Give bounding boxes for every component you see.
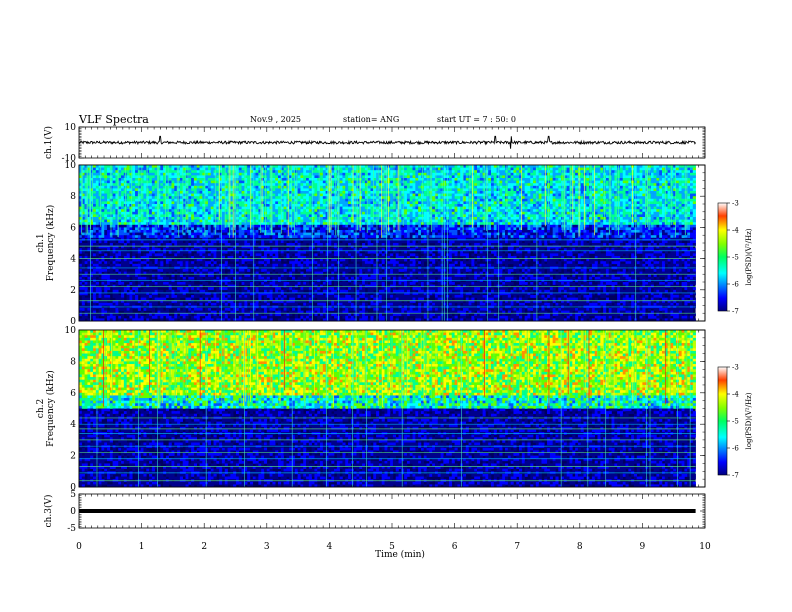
ch1-spectrogram-ytick-label: 4: [70, 255, 76, 265]
xtick-label: 8: [577, 542, 583, 552]
colorbar-ch1: [717, 202, 728, 312]
time-axis: 0 1 2 3 4 5 6 7 8 9 10: [76, 542, 711, 552]
ch1-spectrogram-ytick-label: 2: [70, 286, 76, 296]
station-label: station= ANG: [343, 115, 399, 124]
ch3-waveform-panel: 5 0 -5 ch.3(V): [43, 490, 706, 534]
ch1-waveform-panel: 10 -10 ch.1(V): [43, 123, 706, 164]
ch1-spectrogram-ylabel: Frequency (kHz): [45, 205, 56, 282]
ch2-spectrogram-ytick-label: 4: [70, 420, 76, 430]
ch2-spectrogram-colorbar-tick: -3: [732, 364, 739, 372]
ch2-spectrogram-ytick-label: 2: [70, 452, 76, 462]
xtick-label: 4: [327, 542, 333, 552]
ch1-spectrogram-ytick-label: 10: [65, 161, 77, 171]
ch1-spectrogram-ytick-label: 0: [70, 317, 76, 327]
xtick-label: 3: [264, 542, 270, 552]
xtick-label: 5: [389, 542, 395, 552]
xtick-label: 7: [514, 542, 520, 552]
ch2-spectrogram-colorbar-tick: -5: [732, 418, 739, 426]
ch1-spectrogram-colorbar-tick: -6: [732, 281, 739, 289]
ch2-spectrogram-panel: 0 2 4 6 8 10 ch.2 Frequency (kHz): [36, 326, 706, 493]
ch2-spectrogram-ylabel: ch.2: [36, 399, 46, 418]
ch1-waveform-ytick-label: 10: [65, 123, 77, 133]
ch2-spectrogram-ytick-label: 0: [70, 483, 76, 493]
ch1-waveform-ytick-label: -10: [62, 154, 77, 164]
ch1-spectrogram-colorbar-label: log(PSD)(V²/Hz): [745, 228, 753, 285]
ch2-spectrogram-colorbar-tick: -4: [732, 391, 739, 399]
xtick-label: 1: [139, 542, 145, 552]
ch3-waveform-ytick-label: 5: [70, 490, 76, 500]
ch1-waveform-ylabel: ch.1(V): [43, 126, 54, 159]
ch2-spectrogram-ytick-label: 8: [70, 357, 76, 367]
ch1-spectrogram-colorbar-tick: -4: [732, 227, 739, 235]
ch1-spectrogram-ytick-label: 6: [70, 223, 76, 233]
xtick-label: 0: [76, 542, 82, 552]
ch2-spectrogram-colorbar-tick: -7: [732, 472, 739, 480]
ch1-spectrogram-ylabel: ch.1: [36, 233, 46, 252]
xtick-label: 6: [452, 542, 458, 552]
xtick-label: 2: [201, 542, 207, 552]
ch1-waveform-line: [78, 135, 696, 149]
ch2-spectrogram-ylabel: Frequency (kHz): [45, 370, 56, 447]
ch1-spectrogram-colorbar-tick: -5: [732, 254, 739, 262]
figure-title: VLF Spectra: [78, 113, 149, 126]
ch2-spectrogram-ytick-label: 10: [65, 326, 77, 336]
xtick-label: 9: [640, 542, 646, 552]
xaxis-label: Time (min): [375, 549, 425, 560]
ch1-spectrogram-panel: 0 2 4 6 8 10 ch.1 Frequency (kHz): [36, 161, 706, 327]
start-time-label: start UT = 7 : 50: 0: [437, 115, 516, 124]
ch3-waveform-ytick-label: 0: [70, 507, 76, 517]
ch2-spectrogram-colorbar-label: log(PSD)(V²/Hz): [745, 392, 753, 449]
colorbar-ch2: [717, 366, 728, 476]
ch2-spectrogram-ytick-label: 6: [70, 389, 76, 399]
ch2-spectrogram-colorbar-tick: -6: [732, 445, 739, 453]
ch3-waveform-ytick-label: -5: [67, 524, 76, 534]
ch1-spectrogram-colorbar-tick: -3: [732, 200, 739, 208]
ch1-spectrogram-ytick-label: 8: [70, 192, 76, 202]
xtick-label: 10: [699, 542, 711, 552]
ch3-waveform-ylabel: ch.3(V): [43, 495, 54, 528]
date-label: Nov.9 , 2025: [250, 115, 301, 124]
ch1-spectrogram-colorbar-tick: -7: [732, 308, 739, 316]
